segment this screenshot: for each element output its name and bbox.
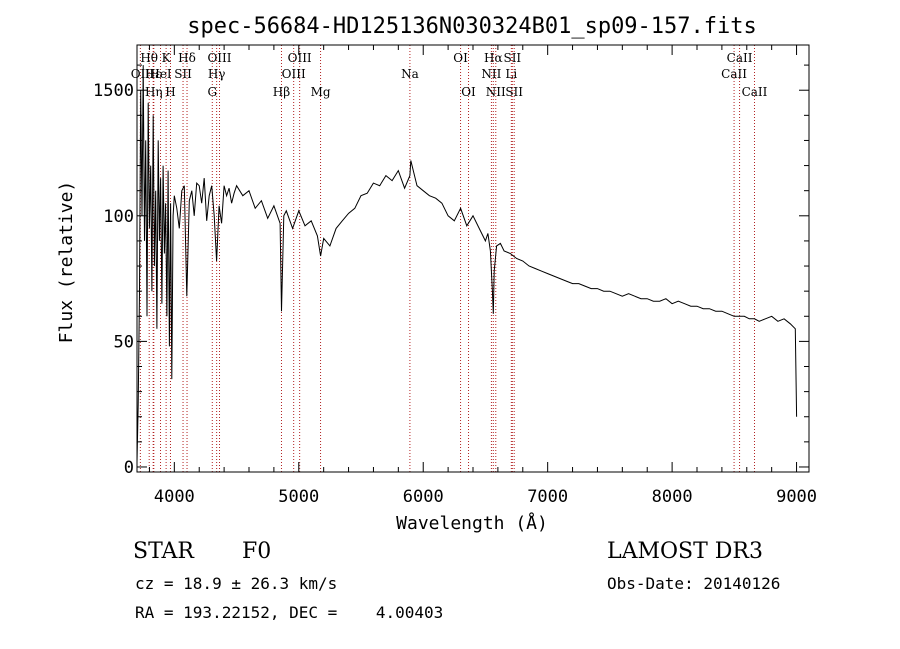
y-tick-label: 100 bbox=[103, 207, 134, 227]
spectral-line-label: Li bbox=[505, 67, 517, 81]
spectral-line-markers bbox=[139, 45, 755, 472]
x-axis-label: Wavelength (Å) bbox=[396, 512, 548, 534]
spectral-line-label: Hβ bbox=[273, 85, 290, 99]
spectral-line-label: CaII bbox=[742, 85, 768, 99]
x-tick-label: 7000 bbox=[527, 487, 568, 507]
spectral-line-label: Na bbox=[401, 67, 419, 81]
x-tick-label: 6000 bbox=[403, 487, 444, 507]
spectral-line-label: OIII bbox=[207, 51, 231, 65]
y-axis-label: Flux (relative) bbox=[56, 181, 77, 344]
x-tick-label: 9000 bbox=[776, 487, 817, 507]
y-tick-label: 50 bbox=[114, 332, 134, 352]
spectral-line-label: OII bbox=[131, 67, 151, 81]
spectral-line-label: CaII bbox=[721, 67, 747, 81]
redshift-cz: cz = 18.9 ± 26.3 km/s bbox=[135, 574, 338, 593]
y-tick-label: 1500 bbox=[93, 81, 134, 101]
y-tick-label: 0 bbox=[124, 458, 134, 478]
axis-ticks: 4000 5000 6000 7000 8000 9000 0 50 100 1500 bbox=[93, 45, 817, 507]
plot-frame bbox=[136, 44, 810, 473]
spectral-line-label: OIII bbox=[282, 67, 306, 81]
object-class: STAR bbox=[133, 539, 194, 564]
obs-date: Obs-Date: 20140126 bbox=[607, 574, 781, 593]
spectral-line-label: Hθ bbox=[140, 51, 158, 65]
ra-dec: RA = 193.22152, DEC = 4.00403 bbox=[135, 603, 444, 622]
spectral-line-label: SII bbox=[505, 85, 523, 99]
spectral-line-label: H bbox=[165, 85, 175, 99]
spectral-line-label: Hα bbox=[484, 51, 503, 65]
spectral-line-label: SII bbox=[503, 51, 521, 65]
x-tick-label: 4000 bbox=[154, 487, 195, 507]
spectral-line-label: Hγ bbox=[208, 67, 226, 81]
spectral-line-label: Hδ bbox=[178, 51, 196, 65]
spectral-line-label: G bbox=[207, 85, 217, 99]
spectral-line-label: Hη bbox=[145, 85, 163, 99]
spectral-line-label: Mg bbox=[311, 85, 331, 99]
object-subclass: F0 bbox=[242, 539, 272, 564]
spectral-line-label: SII bbox=[174, 67, 192, 81]
spectral-line-label: K bbox=[162, 51, 172, 65]
survey-name: LAMOST DR3 bbox=[607, 539, 763, 564]
spectral-line-label: NII bbox=[486, 85, 506, 99]
spectral-line-label: OI bbox=[453, 51, 468, 65]
spectral-line-label: CaII bbox=[727, 51, 753, 65]
spectral-line-label: OI bbox=[461, 85, 476, 99]
spectral-line-label: NII bbox=[481, 67, 501, 81]
spectral-line-label: OIII bbox=[288, 51, 312, 65]
x-tick-label: 5000 bbox=[278, 487, 319, 507]
spectral-line-label: Hε bbox=[145, 67, 162, 81]
chart-title: spec-56684-HD125136N030324B01_sp09-157.f… bbox=[187, 14, 757, 39]
x-tick-label: 8000 bbox=[652, 487, 693, 507]
flux-series-line bbox=[136, 65, 798, 463]
spectral-line-label: HeI bbox=[149, 67, 172, 81]
